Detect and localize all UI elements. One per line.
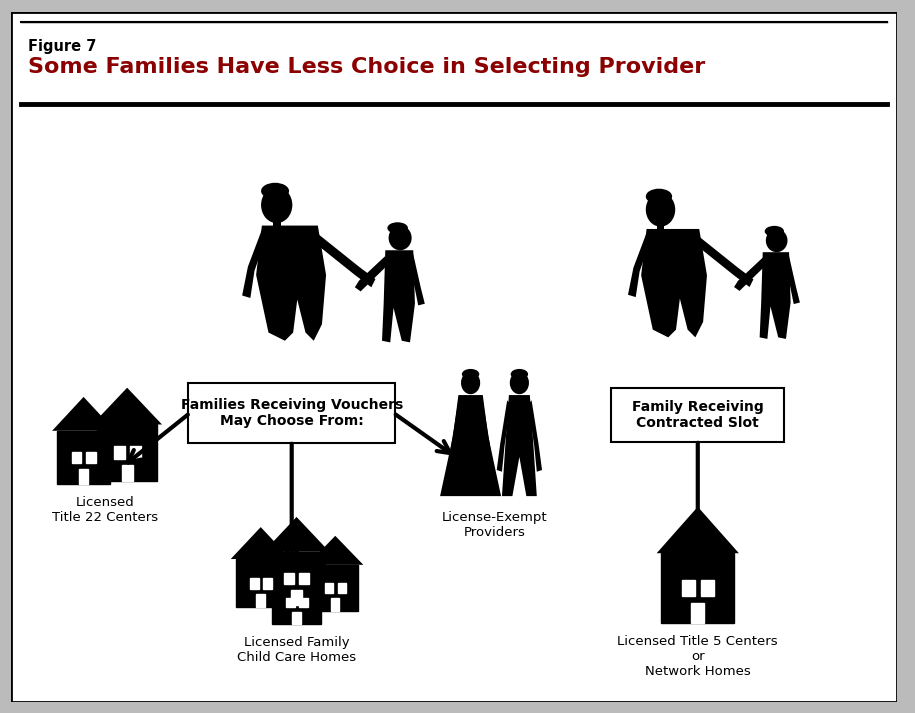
Bar (338, 583, 346, 593)
Polygon shape (307, 535, 363, 565)
Bar (273, 217, 281, 227)
Polygon shape (52, 397, 115, 431)
Bar (702, 580, 715, 596)
Bar (268, 552, 325, 605)
Bar (57, 431, 110, 484)
Polygon shape (497, 400, 511, 472)
Polygon shape (267, 552, 326, 581)
Bar (662, 553, 734, 623)
Bar (312, 565, 359, 611)
Polygon shape (440, 395, 501, 496)
Ellipse shape (261, 187, 292, 223)
Ellipse shape (261, 183, 289, 199)
Bar (264, 578, 273, 588)
Bar (299, 573, 309, 584)
Bar (114, 446, 124, 458)
Ellipse shape (646, 189, 673, 204)
Ellipse shape (389, 225, 412, 250)
Bar (285, 573, 295, 584)
Polygon shape (92, 388, 162, 424)
Polygon shape (657, 507, 739, 553)
FancyBboxPatch shape (611, 388, 784, 442)
Bar (86, 451, 96, 463)
Bar (285, 597, 295, 607)
Bar (292, 590, 302, 605)
Polygon shape (734, 257, 766, 291)
Text: Licensed Family
Child Care Homes: Licensed Family Child Care Homes (237, 637, 356, 665)
Polygon shape (408, 255, 425, 305)
Bar (130, 446, 141, 458)
Polygon shape (784, 256, 800, 304)
Bar (331, 598, 339, 611)
Text: Figure 7: Figure 7 (28, 39, 97, 54)
Bar (292, 612, 301, 625)
Ellipse shape (511, 369, 528, 379)
Polygon shape (641, 229, 707, 337)
Ellipse shape (766, 229, 788, 252)
Polygon shape (231, 527, 291, 559)
Ellipse shape (765, 226, 784, 237)
Ellipse shape (461, 371, 480, 394)
Text: Family Receiving
Contracted Slot: Family Receiving Contracted Slot (632, 400, 764, 430)
Polygon shape (264, 517, 329, 552)
Polygon shape (256, 225, 326, 341)
Ellipse shape (646, 193, 675, 227)
Polygon shape (382, 250, 414, 342)
Polygon shape (242, 230, 267, 298)
Bar (97, 424, 157, 481)
Bar (79, 469, 89, 484)
Ellipse shape (510, 371, 529, 394)
Text: License-Exempt
Providers: License-Exempt Providers (442, 511, 548, 538)
Polygon shape (695, 237, 753, 287)
Text: Families Receiving Vouchers
May Choose From:: Families Receiving Vouchers May Choose F… (180, 398, 403, 428)
Text: Licensed
Title 22 Centers: Licensed Title 22 Centers (52, 496, 158, 524)
Polygon shape (479, 400, 493, 472)
FancyBboxPatch shape (188, 383, 395, 443)
Text: Licensed Title 5 Centers
or
Network Homes: Licensed Title 5 Centers or Network Home… (618, 635, 778, 677)
Bar (325, 583, 333, 593)
Polygon shape (628, 233, 651, 297)
Polygon shape (448, 400, 462, 472)
Ellipse shape (462, 369, 479, 379)
Ellipse shape (387, 222, 408, 234)
Bar (72, 451, 81, 463)
Bar (273, 581, 321, 625)
Bar (299, 597, 307, 607)
Polygon shape (502, 395, 537, 496)
Bar (250, 578, 259, 588)
Bar (682, 580, 694, 596)
Bar (122, 465, 133, 481)
Polygon shape (759, 252, 791, 339)
Text: Some Families Have Less Choice in Selecting Provider: Some Families Have Less Choice in Select… (28, 56, 705, 77)
Bar (235, 559, 285, 607)
Bar (657, 221, 664, 230)
Bar (691, 603, 705, 623)
Polygon shape (528, 400, 542, 472)
Bar (256, 594, 265, 607)
Polygon shape (314, 234, 375, 287)
Polygon shape (355, 256, 389, 292)
